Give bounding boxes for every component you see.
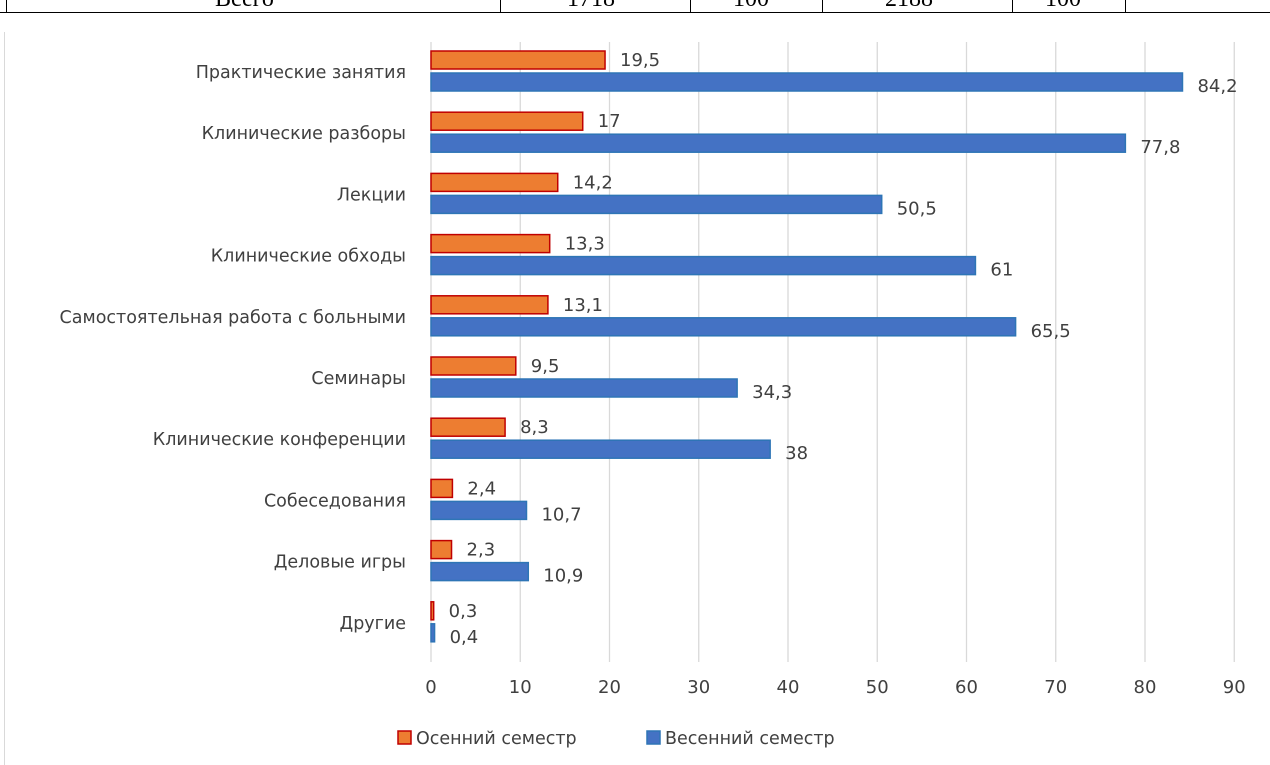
data-label-autumn: 0,3: [449, 601, 478, 622]
data-label-spring: 84,2: [1197, 76, 1237, 97]
bar-spring: [430, 72, 1184, 92]
table-border: [6, 0, 7, 12]
data-label-autumn: 13,3: [565, 234, 605, 255]
data-label-spring: 77,8: [1140, 137, 1180, 158]
data-label-autumn: 14,2: [573, 172, 613, 193]
bar-spring: [430, 255, 977, 276]
bar-spring: [430, 561, 530, 582]
category-label: Семинары: [311, 369, 406, 389]
table-cell: 100: [1045, 0, 1081, 12]
data-label-spring: 61: [990, 260, 1013, 281]
x-tick-label: 0: [425, 677, 436, 698]
x-tick-label: 90: [1223, 677, 1246, 698]
bar-autumn: [430, 111, 584, 131]
x-tick-label: 70: [1044, 677, 1067, 698]
x-tick-label: 80: [1134, 677, 1157, 698]
data-label-autumn: 19,5: [620, 50, 660, 71]
legend-item-spring-label: Весенний семестр: [665, 729, 835, 749]
legend-item-spring-swatch: [646, 730, 661, 745]
data-label-spring: 10,9: [543, 566, 583, 587]
category-label: Клинические разборы: [202, 124, 406, 144]
summary-table-row: Всего 1718 100 2188 100: [0, 0, 1270, 13]
bar-autumn: [430, 417, 506, 437]
bar-spring: [430, 133, 1127, 153]
data-label-spring: 34,3: [752, 382, 792, 403]
data-label-spring: 0,4: [450, 627, 479, 648]
bar-spring: [430, 500, 528, 521]
bar-autumn: [430, 601, 435, 621]
data-label-autumn: 9,5: [531, 356, 560, 377]
table-border: [500, 0, 501, 12]
x-tick-label: 40: [777, 677, 800, 698]
data-label-autumn: 2,4: [467, 478, 496, 499]
table-border: [1125, 0, 1126, 12]
table-row-label: Всего: [215, 0, 274, 12]
data-label-autumn: 2,3: [467, 540, 496, 561]
table-border: [690, 0, 691, 12]
bar-autumn: [430, 172, 559, 193]
table-cell: 1718: [567, 0, 615, 12]
x-tick-label: 60: [955, 677, 978, 698]
data-label-spring: 65,5: [1031, 321, 1071, 342]
bar-autumn: [430, 295, 549, 315]
x-tick-label: 50: [866, 677, 889, 698]
legend-item-autumn-swatch: [397, 730, 412, 745]
bar-spring: [430, 194, 883, 215]
data-label-autumn: 17: [598, 111, 621, 132]
bar-spring: [430, 317, 1017, 337]
table-border: [1012, 0, 1013, 12]
bar-autumn: [430, 478, 454, 499]
data-label-spring: 10,7: [541, 504, 581, 525]
bar-autumn: [430, 356, 517, 376]
bar-spring: [430, 378, 738, 398]
bar-spring: [430, 623, 436, 643]
table-cell: 2188: [885, 0, 933, 12]
chart-frame-border: [4, 32, 5, 765]
category-label: Клинические конференции: [153, 430, 406, 450]
category-label: Клинические обходы: [211, 247, 406, 267]
x-tick-label: 10: [509, 677, 532, 698]
table-cell: 100: [733, 0, 769, 12]
data-label-autumn: 8,3: [520, 417, 549, 438]
bar-autumn: [430, 233, 551, 254]
category-label: Практические занятия: [196, 63, 406, 83]
x-tick-label: 30: [687, 677, 710, 698]
table-border: [822, 0, 823, 12]
data-label-autumn: 13,1: [563, 295, 603, 316]
x-tick-label: 20: [598, 677, 621, 698]
category-label: Лекции: [337, 185, 406, 205]
category-label: Собеседования: [264, 491, 406, 511]
category-label: Другие: [340, 614, 406, 634]
category-label: Деловые игры: [274, 553, 406, 573]
bar-autumn: [430, 50, 606, 70]
data-label-spring: 38: [785, 443, 808, 464]
data-label-spring: 50,5: [897, 198, 937, 219]
category-label: Самостоятельная работа с больными: [60, 308, 406, 328]
legend-item-autumn-label: Осенний семестр: [416, 729, 577, 749]
bar-autumn: [430, 539, 453, 560]
bar-spring: [430, 439, 771, 459]
